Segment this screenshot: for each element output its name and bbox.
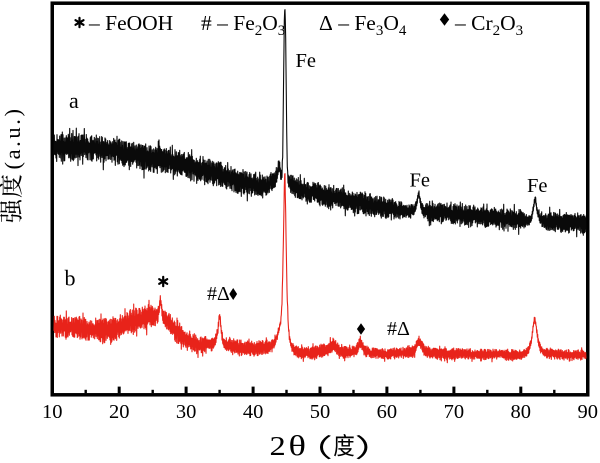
svg-text:a: a [69, 88, 79, 113]
svg-text:2: 2 [270, 430, 286, 461]
svg-text:Fe: Fe [296, 50, 317, 72]
svg-text:20: 20 [109, 401, 130, 423]
svg-text:80: 80 [511, 401, 532, 423]
svg-text:b: b [65, 266, 76, 291]
svg-text:50: 50 [310, 401, 331, 423]
svg-text:θ: θ [289, 431, 306, 462]
svg-text:#Δ: #Δ [207, 283, 230, 305]
svg-text:Fe: Fe [527, 175, 548, 197]
svg-text:– FeOOH: – FeOOH [88, 11, 173, 35]
svg-text:90: 90 [578, 401, 599, 423]
svg-text:– Cr2O3: – Cr2O3 [454, 11, 523, 39]
svg-text:Fe: Fe [410, 170, 431, 192]
svg-text:#Δ: #Δ [387, 318, 410, 340]
svg-text:40: 40 [243, 401, 264, 423]
svg-text:60: 60 [377, 401, 398, 423]
svg-text:# – Fe2O3: # – Fe2O3 [201, 11, 285, 39]
svg-text:70: 70 [444, 401, 465, 423]
svg-text:10: 10 [42, 401, 63, 423]
svg-text:30: 30 [176, 401, 197, 423]
svg-text:(a.u.): (a.u.) [0, 106, 25, 169]
svg-text:Δ – Fe3O4: Δ – Fe3O4 [319, 11, 407, 39]
